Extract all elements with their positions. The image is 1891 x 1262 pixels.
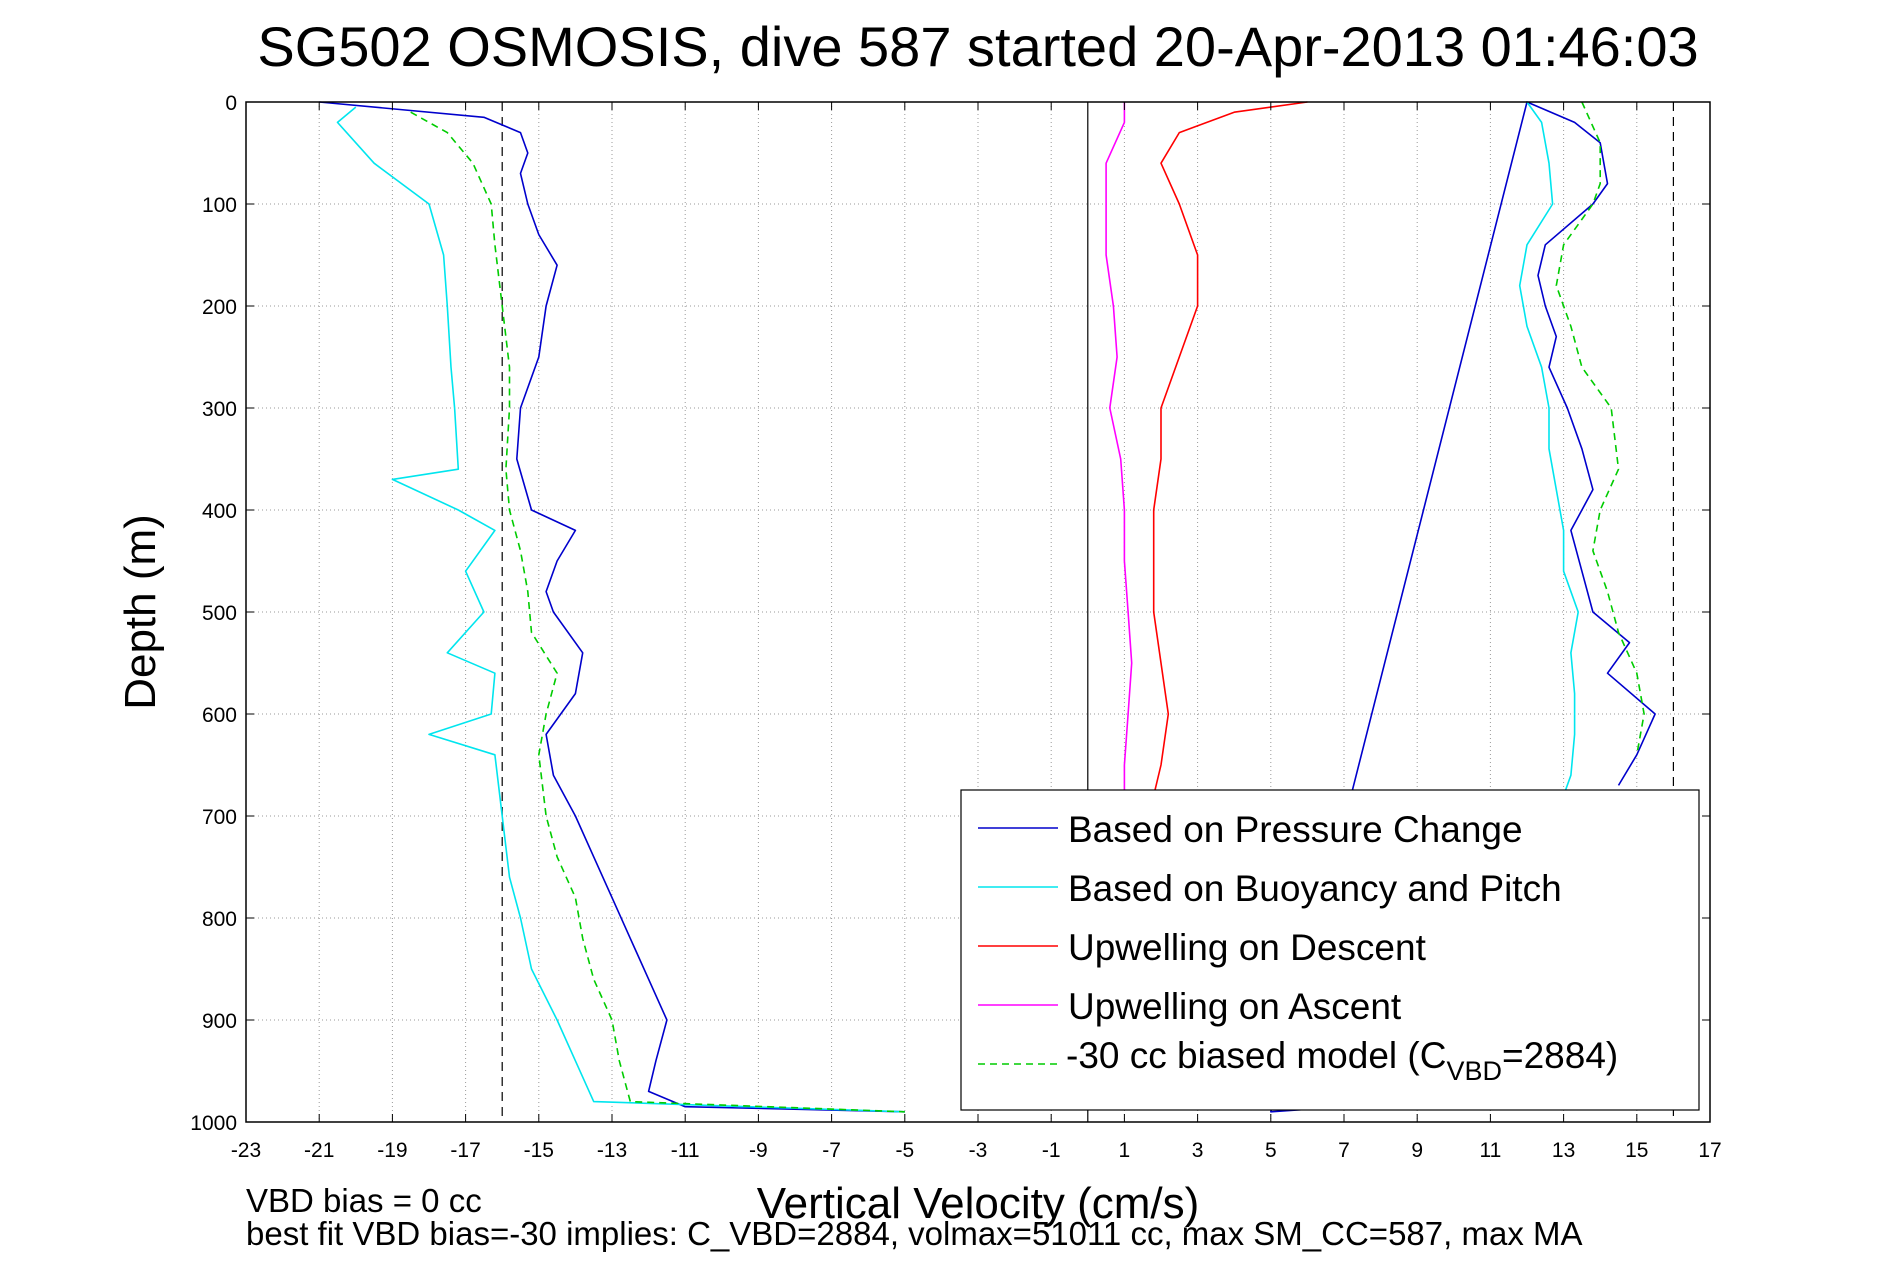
x-tick-label-neg9: -9 bbox=[749, 1139, 768, 1162]
x-tick-label-11: 11 bbox=[1479, 1139, 1501, 1162]
y-axis-label: Depth (m) bbox=[116, 514, 165, 710]
x-tick-label-13: 13 bbox=[1552, 1139, 1575, 1162]
series-group bbox=[319, 101, 1656, 1113]
y-tick-label-900: 900 bbox=[202, 1010, 237, 1033]
x-tick-label-neg5: -5 bbox=[895, 1139, 914, 1162]
x-axis-label: Vertical Velocity (cm/s) bbox=[757, 1179, 1200, 1228]
y-tick-label-400: 400 bbox=[202, 500, 237, 523]
x-tick-label-neg13: -13 bbox=[597, 1139, 627, 1162]
legend-label-buoyancy: Based on Buoyancy and Pitch bbox=[1068, 868, 1562, 909]
x-tick-label-neg11: -11 bbox=[671, 1139, 700, 1162]
y-tick-label-500: 500 bbox=[202, 602, 237, 625]
y-axis-ticks: 0 100 200 300 400 500 600 700 800 900 1000 bbox=[190, 92, 1710, 1135]
series-upwelling_descent bbox=[1152, 101, 1308, 796]
x-tick-label-neg23: -23 bbox=[231, 1139, 261, 1162]
footer-line-2: best fit VBD bias=-30 implies: C_VBD=288… bbox=[246, 1215, 1582, 1252]
legend-label-model-subscript: VBD bbox=[1446, 1056, 1502, 1086]
x-tick-label-17: 17 bbox=[1698, 1139, 1721, 1162]
x-tick-label-7: 7 bbox=[1338, 1139, 1350, 1162]
legend-label-model: -30 cc biased model (CVBD=2884) bbox=[1066, 1035, 1618, 1086]
y-tick-label-100: 100 bbox=[202, 194, 237, 217]
x-tick-label-3: 3 bbox=[1192, 1139, 1204, 1162]
y-tick-label-0: 0 bbox=[225, 92, 237, 115]
legend: Based on Pressure Change Based on Buoyan… bbox=[960, 789, 1700, 1111]
legend-label-pressure: Based on Pressure Change bbox=[1068, 809, 1523, 850]
series-model_ascent bbox=[1555, 101, 1645, 755]
legend-label-model-prefix: -30 cc biased model (C bbox=[1066, 1035, 1446, 1076]
y-tick-label-1000: 1000 bbox=[190, 1112, 237, 1135]
series-upwelling_ascent bbox=[1105, 102, 1133, 796]
series-buoyancy_descent bbox=[336, 106, 905, 1113]
x-tick-label-neg3: -3 bbox=[969, 1139, 988, 1162]
x-tick-label-5: 5 bbox=[1265, 1139, 1277, 1162]
legend-box bbox=[960, 789, 1700, 1111]
y-tick-label-300: 300 bbox=[202, 398, 237, 421]
legend-label-model-suffix: =2884) bbox=[1502, 1035, 1618, 1076]
x-tick-label-neg19: -19 bbox=[377, 1139, 407, 1162]
y-tick-label-600: 600 bbox=[202, 704, 237, 727]
x-axis-ticks: -23 -21 -19 -17 -15 -13 -11 -9 -7 -5 -3 -1 1 3 5 7 9 11 13… bbox=[231, 102, 1722, 1162]
x-tick-label-neg15: -15 bbox=[524, 1139, 554, 1162]
x-tick-label-neg1: -1 bbox=[1042, 1139, 1061, 1162]
chart-title: SG502 OSMOSIS, dive 587 started 20-Apr-2… bbox=[257, 15, 1698, 78]
x-tick-label-15: 15 bbox=[1625, 1139, 1648, 1162]
legend-label-upwelling-descent: Upwelling on Descent bbox=[1068, 927, 1427, 968]
series-buoyancy_ascent bbox=[1518, 101, 1579, 796]
x-tick-label-1: 1 bbox=[1119, 1139, 1131, 1162]
x-tick-label-9: 9 bbox=[1411, 1139, 1423, 1162]
x-tick-label-neg17: -17 bbox=[450, 1139, 480, 1162]
series-model_descent bbox=[410, 111, 905, 1113]
x-tick-label-neg21: -21 bbox=[304, 1139, 334, 1162]
footer-line-1: VBD bias = 0 cc bbox=[246, 1182, 482, 1219]
series-pressure_descent bbox=[319, 101, 905, 1113]
y-tick-label-200: 200 bbox=[202, 296, 237, 319]
y-tick-label-700: 700 bbox=[202, 806, 237, 829]
x-tick-label-neg7: -7 bbox=[822, 1139, 841, 1162]
y-tick-label-800: 800 bbox=[202, 908, 237, 931]
series-pressure_ascent bbox=[1270, 101, 1656, 1113]
legend-label-upwelling-ascent: Upwelling on Ascent bbox=[1068, 986, 1402, 1027]
